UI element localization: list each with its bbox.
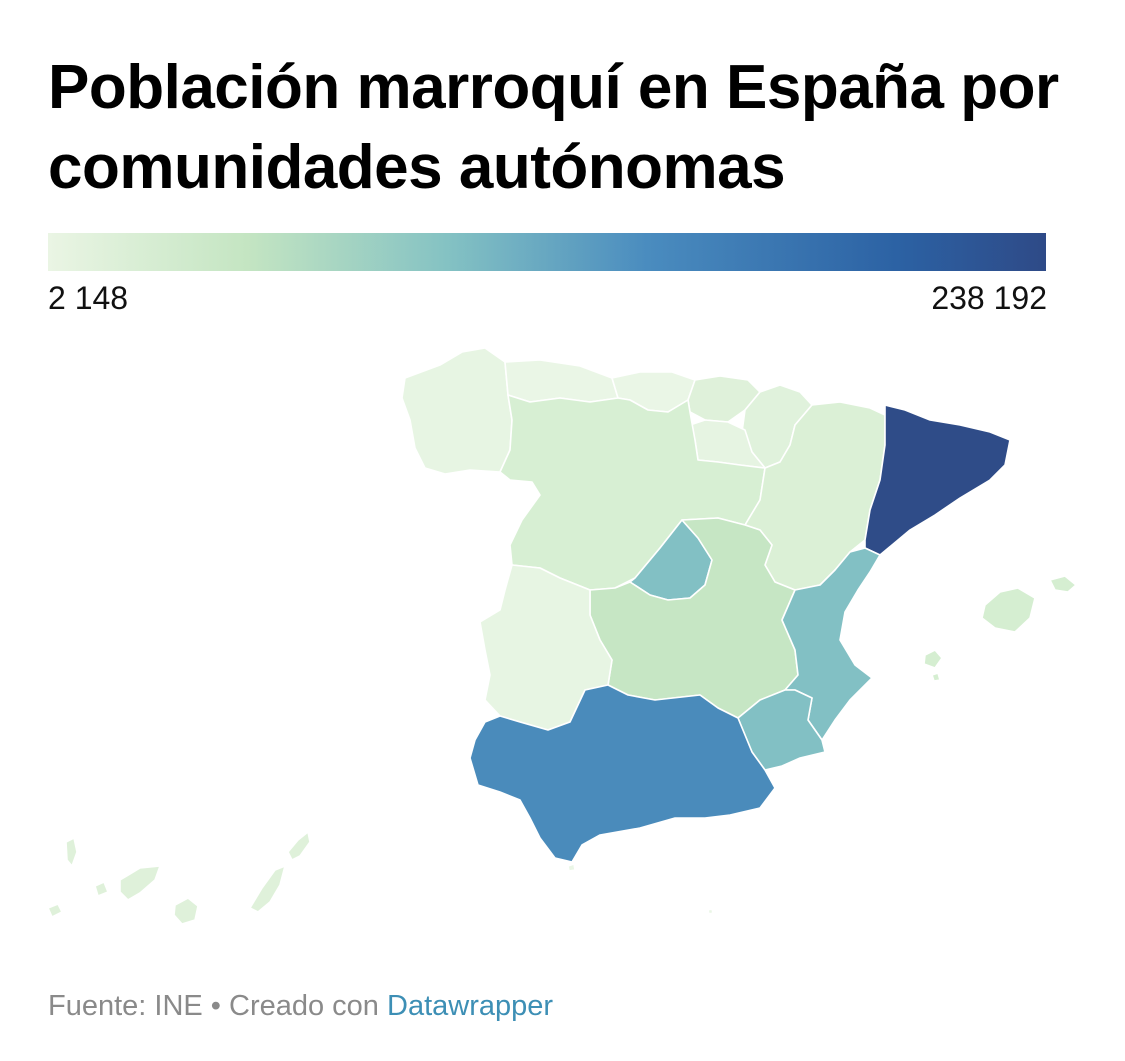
region-cataluna[interactable] xyxy=(864,404,1011,556)
region-melilla[interactable] xyxy=(707,908,714,915)
region-canarias-gran-canaria[interactable] xyxy=(173,897,199,925)
color-legend-bar xyxy=(48,233,1046,271)
region-canarias-lanzarote[interactable] xyxy=(287,831,311,861)
region-canarias-la-palma[interactable] xyxy=(65,837,78,867)
region-canarias-el-hierro[interactable] xyxy=(47,903,63,918)
region-canarias-tenerife[interactable] xyxy=(119,865,161,901)
region-baleares-mallorca[interactable] xyxy=(981,587,1036,633)
region-andalucia[interactable] xyxy=(469,684,776,863)
region-galicia[interactable] xyxy=(401,347,513,475)
region-asturias[interactable] xyxy=(504,359,619,403)
region-ceuta[interactable] xyxy=(567,863,576,872)
region-baleares-ibiza[interactable] xyxy=(923,649,943,669)
spain-choropleth-map xyxy=(47,347,1077,925)
footer-source: Fuente: INE • Creado con xyxy=(48,990,387,1022)
region-canarias-la-gomera[interactable] xyxy=(94,881,109,897)
legend-max-label: 238 192 xyxy=(931,280,1047,316)
footer: Fuente: INE • Creado con Datawrapper xyxy=(48,990,553,1023)
region-murcia[interactable] xyxy=(737,689,826,771)
legend-min-label: 2 148 xyxy=(48,280,129,316)
map-title: Población marroquí en España por comunid… xyxy=(48,53,1059,202)
region-canarias-fuerteventura[interactable] xyxy=(249,865,286,913)
datawrapper-link[interactable]: Datawrapper xyxy=(387,990,554,1022)
region-baleares-menorca[interactable] xyxy=(1049,575,1077,593)
region-baleares-formentera[interactable] xyxy=(931,672,941,682)
